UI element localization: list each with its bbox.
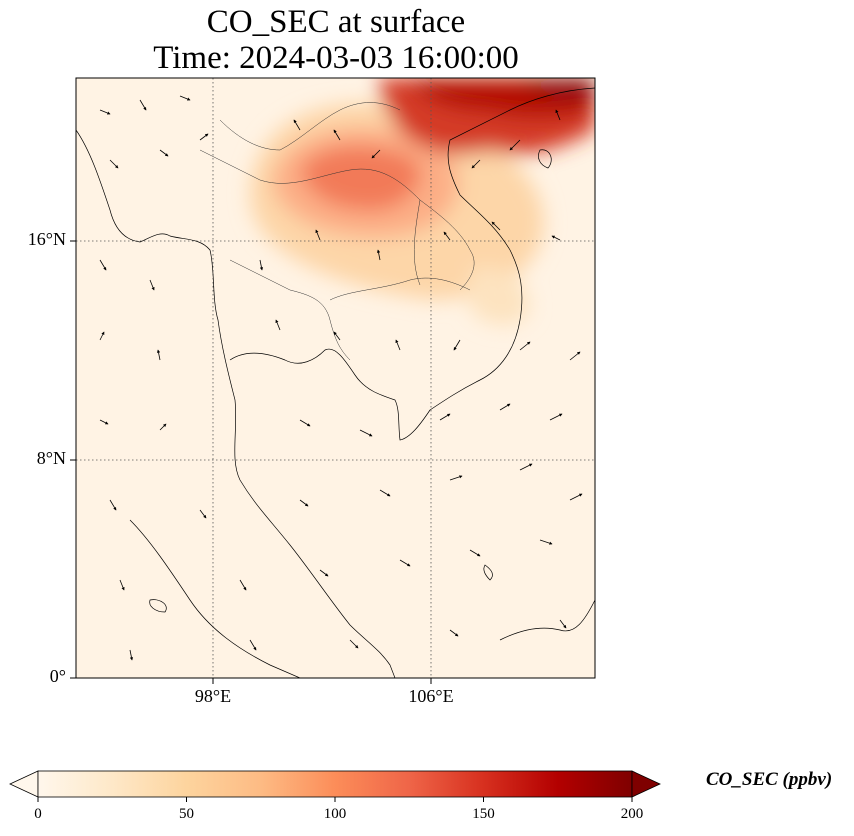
colorbar-extend-max <box>631 770 661 798</box>
colorbar-tick-label: 150 <box>472 806 495 822</box>
colorbar-label: CO_SEC (ppbv) <box>706 769 833 790</box>
colorbar-bar <box>37 770 633 798</box>
map-title-line-2: Time: 2024-03-03 16:00:00 <box>153 40 519 76</box>
lat-label-0: 0° <box>49 666 66 686</box>
coastlines <box>76 87 595 678</box>
concentration-field <box>250 78 595 325</box>
colorbar-extend-min <box>9 770 39 798</box>
colorbar-tick-label: 100 <box>323 806 347 822</box>
map-panel <box>76 78 595 678</box>
lat-label-8N: 8°N <box>36 448 66 468</box>
colorbar-tick-label: 50 <box>179 806 194 822</box>
axis-ticks <box>70 240 432 684</box>
gridlines <box>76 78 595 678</box>
country-borders <box>199 102 475 361</box>
map-frame <box>75 77 596 679</box>
colorbar-tick-label: 200 <box>620 806 644 822</box>
lat-label-16N: 16°N <box>27 229 66 249</box>
lon-label-106E: 106°E <box>408 686 454 706</box>
wind-vectors <box>99 95 583 661</box>
colorbar <box>9 770 661 802</box>
lon-label-98E: 98°E <box>194 686 232 706</box>
colorbar-tick-label: 0 <box>34 806 42 822</box>
map-title-line-1: CO_SEC at surface <box>206 4 466 40</box>
